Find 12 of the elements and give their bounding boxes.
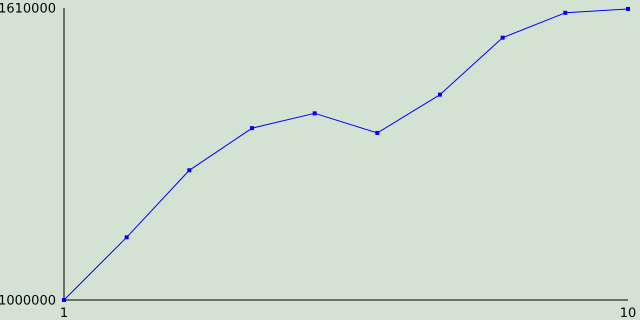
- point: [626, 6, 630, 11]
- point: [250, 126, 254, 130]
- point: [312, 111, 317, 116]
- x-tick-label: 1: [60, 306, 68, 320]
- point: [62, 298, 66, 302]
- point: [187, 168, 192, 172]
- point: [500, 36, 505, 40]
- x-tick-label: 10: [620, 306, 636, 320]
- point: [438, 92, 442, 97]
- point: [124, 235, 129, 240]
- point: [375, 130, 380, 135]
- point: [563, 10, 568, 15]
